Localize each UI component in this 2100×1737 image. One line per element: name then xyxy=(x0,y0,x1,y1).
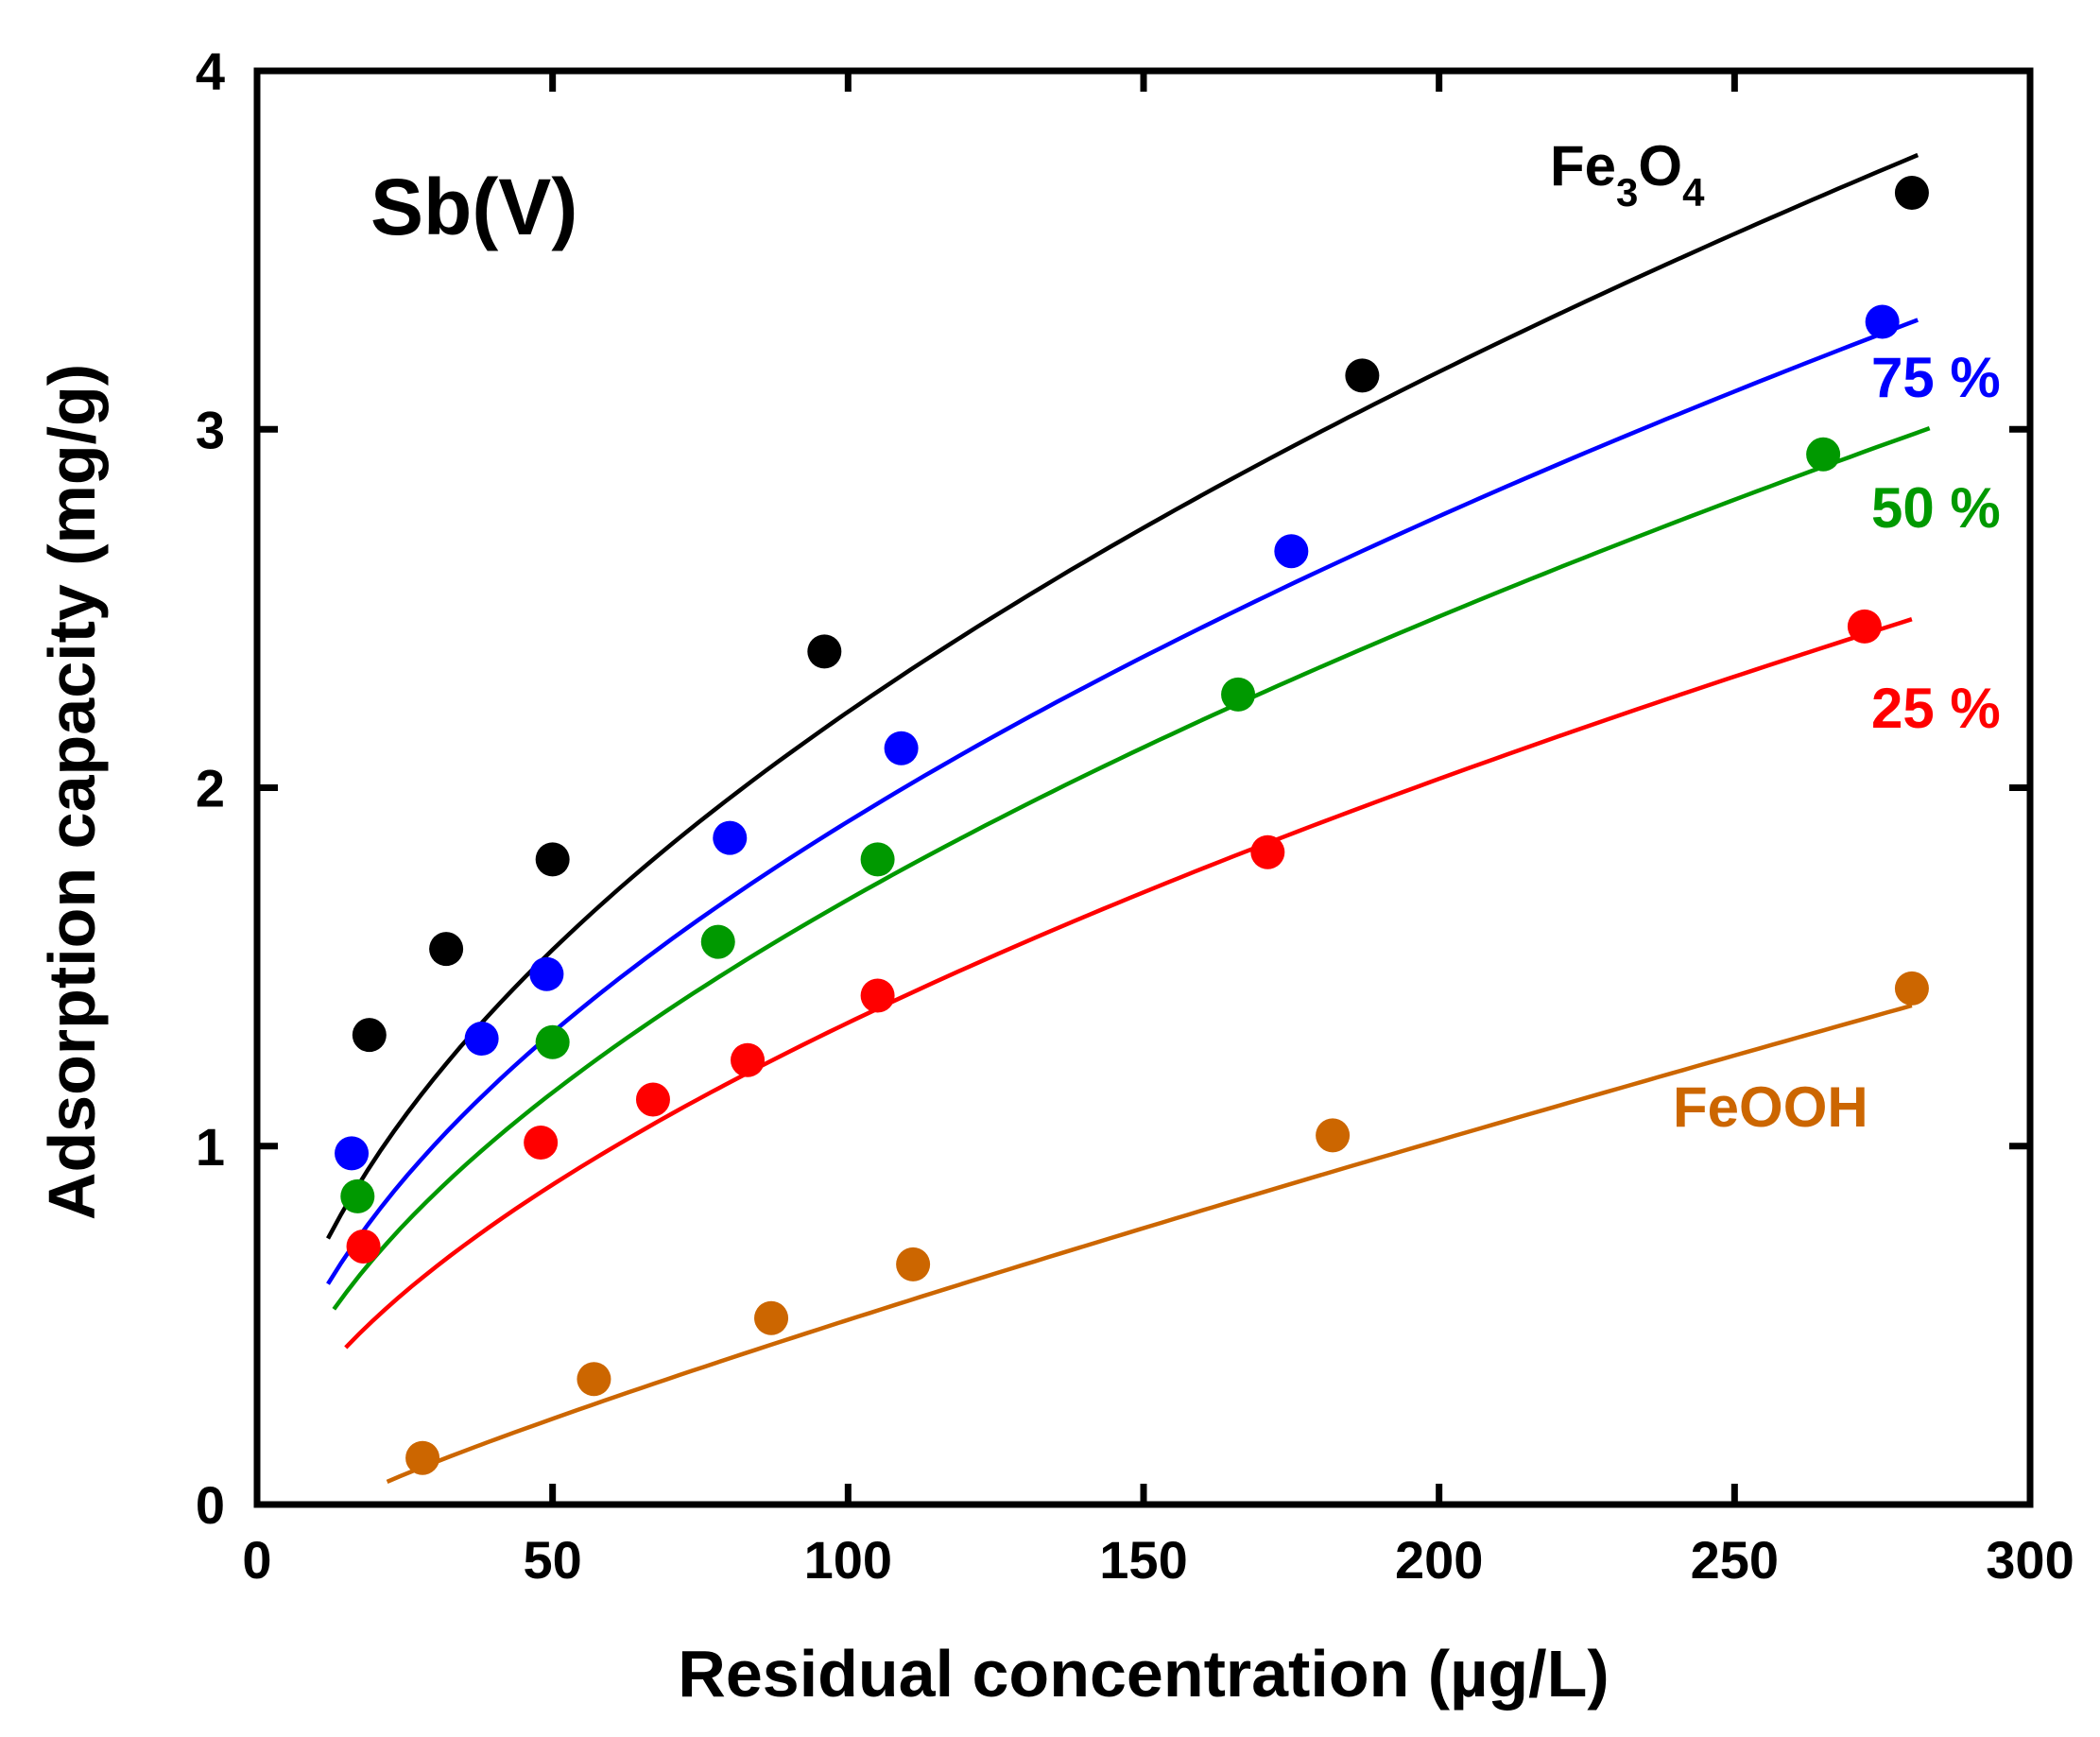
fe3o4-label-o: O xyxy=(1638,134,1682,198)
point-p75-1 xyxy=(464,1021,499,1056)
x-tick-label-0: 0 xyxy=(242,1530,271,1590)
point-fe3o4-2 xyxy=(535,842,570,877)
point-feooh-1 xyxy=(577,1362,611,1397)
panel-label-sb-v: Sb(V) xyxy=(370,163,577,251)
fe3o4-label-sub-4: 4 xyxy=(1682,170,1705,215)
point-feooh-5 xyxy=(1894,971,1929,1006)
y-tick-label-0: 0 xyxy=(196,1475,225,1535)
fe3o4-label-fe: Fe xyxy=(1550,134,1616,198)
point-p25-6 xyxy=(1847,609,1882,644)
point-p25-5 xyxy=(1250,834,1285,869)
x-tick-label-4: 200 xyxy=(1395,1530,1483,1590)
fe3o4-label-sub-3: 3 xyxy=(1616,170,1638,215)
fit-curve-p75 xyxy=(326,318,1919,1285)
x-tick-label-5: 250 xyxy=(1691,1530,1779,1590)
point-p75-6 xyxy=(1865,304,1900,339)
fit-curves xyxy=(326,152,1931,1484)
y-tick-label-1: 1 xyxy=(196,1117,225,1177)
y-tick-label-4: 4 xyxy=(196,42,225,101)
y-tick-label-3: 3 xyxy=(196,400,225,459)
point-fe3o4-5 xyxy=(1894,175,1929,210)
series-label-25: 25 % xyxy=(1871,677,2001,740)
data-points xyxy=(335,175,1929,1475)
x-axis-label: Residual concentration (µg/L) xyxy=(678,1637,1609,1711)
fit-curve-p50 xyxy=(332,425,1931,1311)
x-tick-label-2: 100 xyxy=(804,1530,892,1590)
fit-curve-p25 xyxy=(344,617,1913,1350)
y-axis-label: Adsorption capacity (mg/g) xyxy=(35,364,109,1220)
x-tick-label-1: 50 xyxy=(524,1530,582,1590)
series-label-feooh: FeOOH xyxy=(1673,1075,1868,1139)
y-tick-label-2: 2 xyxy=(196,759,225,818)
plot-frame xyxy=(253,67,2034,1508)
series-label-75: 75 % xyxy=(1871,346,2001,409)
point-p75-0 xyxy=(335,1136,370,1171)
point-fe3o4-4 xyxy=(1345,358,1380,393)
point-p50-3 xyxy=(860,842,895,877)
point-p25-3 xyxy=(731,1042,766,1077)
x-tick-label-3: 150 xyxy=(1099,1530,1187,1590)
point-p75-5 xyxy=(1274,534,1309,569)
point-p50-2 xyxy=(700,924,735,959)
point-fe3o4-0 xyxy=(352,1018,387,1053)
y-tick-labels: 0 1 2 3 4 xyxy=(196,42,225,1535)
point-p25-1 xyxy=(524,1125,559,1160)
fit-curve-fe3o4 xyxy=(326,152,1919,1240)
point-p25-0 xyxy=(346,1229,381,1264)
point-p25-4 xyxy=(860,978,895,1013)
point-feooh-0 xyxy=(405,1440,440,1475)
point-p50-4 xyxy=(1221,677,1256,712)
point-feooh-4 xyxy=(1316,1118,1351,1153)
series-label-fe3o4: Fe3O4 xyxy=(1550,134,1705,215)
point-fe3o4-3 xyxy=(807,634,842,669)
point-fe3o4-1 xyxy=(429,932,464,967)
point-feooh-3 xyxy=(896,1247,931,1281)
point-p75-3 xyxy=(713,820,748,855)
point-p25-2 xyxy=(635,1082,670,1117)
point-p50-1 xyxy=(535,1024,570,1059)
point-p50-5 xyxy=(1806,437,1841,472)
point-p75-4 xyxy=(884,731,919,765)
x-tick-labels: 0 50 100 150 200 250 300 xyxy=(242,1530,2074,1590)
x-tick-label-6: 300 xyxy=(1986,1530,2074,1590)
point-p50-0 xyxy=(340,1178,375,1213)
fit-curve-feooh xyxy=(386,1003,1913,1484)
series-label-50: 50 % xyxy=(1871,476,2001,540)
point-feooh-2 xyxy=(754,1300,789,1335)
axis-ticks xyxy=(253,67,2034,1508)
point-p75-2 xyxy=(529,956,564,991)
